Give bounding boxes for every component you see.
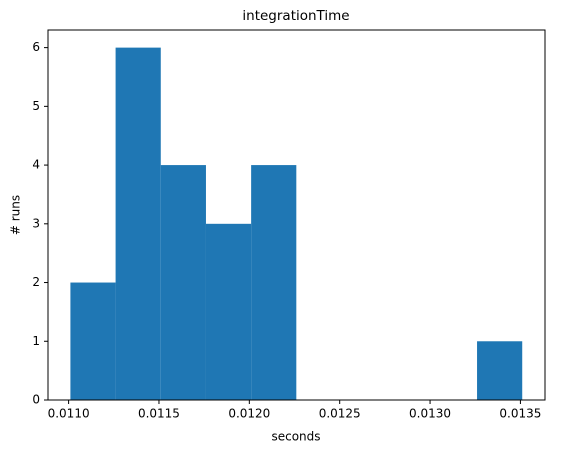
- chart-title: integrationTime: [242, 8, 349, 24]
- bar: [70, 282, 116, 400]
- x-tick-label: 0.0115: [138, 407, 180, 421]
- y-tick-label: 4: [32, 158, 40, 172]
- bar: [160, 165, 206, 400]
- x-tick-label: 0.0120: [228, 407, 270, 421]
- y-tick-label: 5: [32, 99, 40, 113]
- bar: [477, 341, 523, 400]
- x-tick-label: 0.0135: [499, 407, 541, 421]
- y-axis-label: # runs: [9, 195, 23, 235]
- plot-frame: [47, 29, 546, 401]
- bar: [115, 47, 161, 400]
- y-tick-label: 0: [32, 393, 40, 407]
- bar: [205, 223, 252, 400]
- y-tick-label: 6: [32, 40, 40, 54]
- x-tick-label: 0.0125: [319, 407, 361, 421]
- bar: [251, 165, 297, 400]
- y-tick-label: 2: [32, 275, 40, 289]
- y-tick-label: 1: [32, 334, 40, 348]
- x-tick-label: 0.0130: [409, 407, 451, 421]
- x-tick-label: 0.0110: [48, 407, 90, 421]
- x-axis-label: seconds: [271, 430, 320, 444]
- y-tick-label: 3: [32, 216, 40, 230]
